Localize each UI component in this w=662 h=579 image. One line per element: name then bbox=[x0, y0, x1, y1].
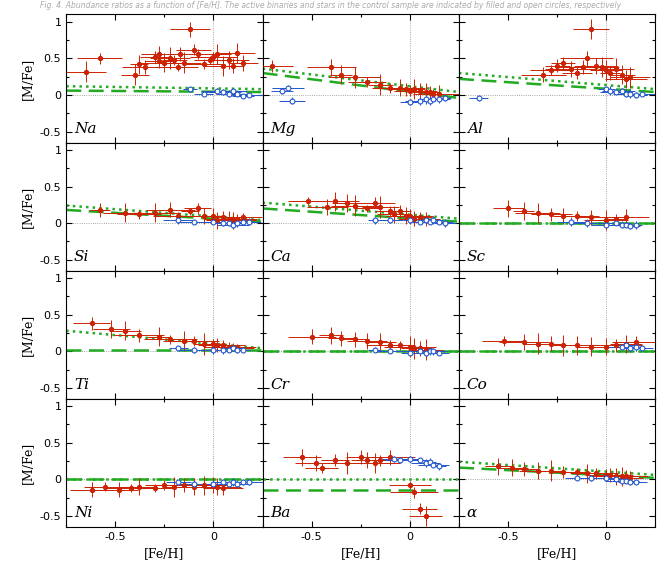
Text: Ti: Ti bbox=[74, 379, 89, 393]
Y-axis label: [M/Fe]: [M/Fe] bbox=[21, 57, 34, 100]
Text: Co: Co bbox=[467, 379, 488, 393]
X-axis label: [Fe/H]: [Fe/H] bbox=[341, 547, 381, 560]
Y-axis label: [M/Fe]: [M/Fe] bbox=[21, 314, 34, 356]
Text: Si: Si bbox=[74, 250, 89, 264]
Y-axis label: [M/Fe]: [M/Fe] bbox=[21, 442, 34, 484]
Text: Na: Na bbox=[74, 122, 97, 136]
Text: Ca: Ca bbox=[271, 250, 291, 264]
Text: Al: Al bbox=[467, 122, 483, 136]
Text: Sc: Sc bbox=[467, 250, 486, 264]
Text: Ba: Ba bbox=[271, 507, 291, 521]
Text: Fig. 4. Abundance ratios as a function of [Fe/H]. The active binaries and stars : Fig. 4. Abundance ratios as a function o… bbox=[40, 1, 622, 10]
Text: Ni: Ni bbox=[74, 507, 92, 521]
Text: Cr: Cr bbox=[271, 379, 289, 393]
Text: α: α bbox=[467, 507, 477, 521]
X-axis label: [Fe/H]: [Fe/H] bbox=[144, 547, 185, 560]
Y-axis label: [M/Fe]: [M/Fe] bbox=[21, 185, 34, 228]
X-axis label: [Fe/H]: [Fe/H] bbox=[537, 547, 577, 560]
Text: Mg: Mg bbox=[271, 122, 296, 136]
